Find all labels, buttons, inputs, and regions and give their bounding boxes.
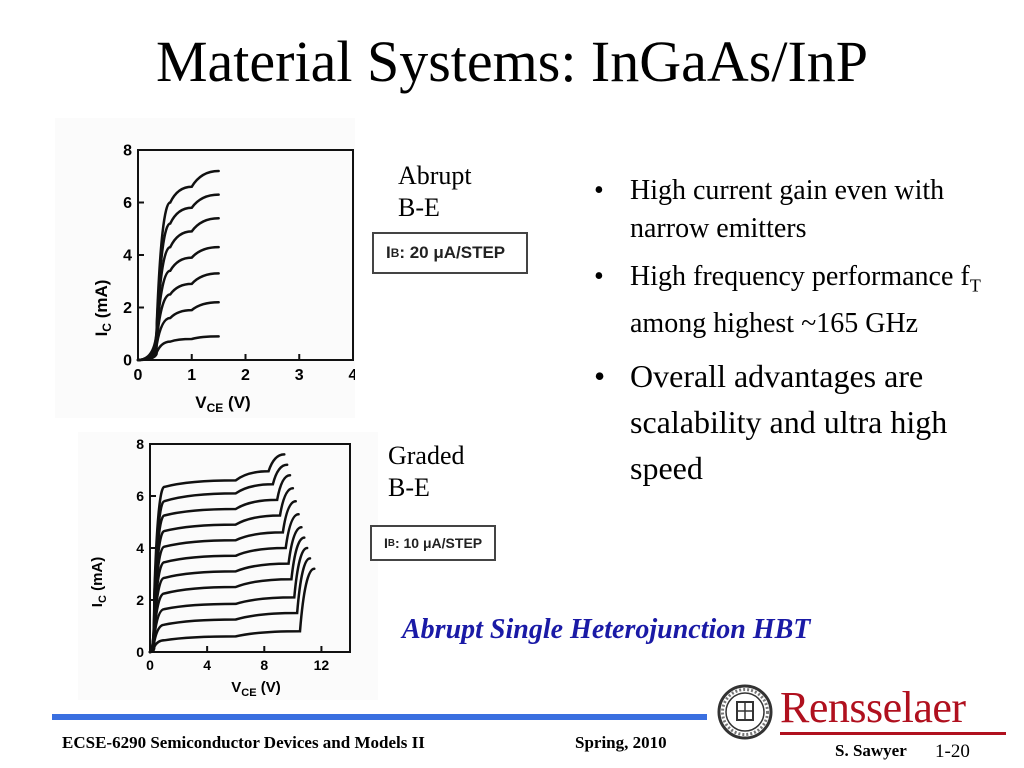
footer-term: Spring, 2010	[575, 733, 667, 752]
bullet-list: • High current gain even with narrow emi…	[590, 172, 990, 501]
abrupt-series-curve-2	[136, 301, 220, 362]
footer-course: ECSE-6290 Semiconductor Devices and Mode…	[62, 733, 425, 752]
bullet-item: • High current gain even with narrow emi…	[590, 172, 990, 248]
bullet-symbol: •	[594, 175, 604, 206]
graded-ib-text: : 10 μA/STEP	[394, 535, 483, 551]
graded-y-axis-label: IC (mA)	[89, 557, 109, 607]
abrupt-plot-area: 0 2 4 6 8 0 1 2 3 4	[123, 143, 357, 384]
graded-plot-area: 0 2 4 6 8 0 4 8 12	[136, 436, 351, 673]
bullet-item: • Overall advantages are scalability and…	[590, 353, 990, 491]
rensselaer-logo: Rensselaer	[716, 683, 1016, 740]
graded-plot-frame	[149, 443, 351, 653]
graded-x-axis-label: VCE (V)	[231, 679, 280, 699]
graded-series-curve-1	[148, 567, 316, 654]
graded-graph-scan: 0 2 4 6 8 0 4 8 12 IC (mA) VCE (V)	[78, 432, 378, 700]
graded-ib-sub: B	[387, 537, 395, 549]
graded-label: Graded B-E	[388, 440, 465, 504]
logo-underline	[780, 732, 1006, 735]
footer-page-number: 1-20	[935, 741, 970, 762]
abrupt-y-tick-label: 8	[123, 143, 132, 160]
abrupt-label: Abrupt B-E	[398, 160, 472, 224]
abrupt-x-tick-label: 3	[295, 367, 304, 384]
abrupt-x-axis-label: VCE (V)	[195, 393, 250, 415]
bullet-text: Overall advantages are scalability and u…	[630, 357, 948, 486]
abrupt-y-axis-label: IC (mA)	[92, 280, 114, 337]
abrupt-label-line1: Abrupt	[398, 161, 472, 190]
slide-title: Material Systems: InGaAs/InP	[155, 29, 869, 94]
abrupt-x-tick-label: 4	[349, 367, 355, 384]
graded-y-tick-label: 0	[136, 644, 144, 660]
graded-y-tick-label: 4	[136, 540, 144, 556]
abrupt-y-tick-label: 4	[123, 248, 132, 265]
bullet-subscript: T	[969, 275, 981, 296]
abrupt-plot-frame	[137, 149, 354, 361]
seal-icon	[717, 684, 773, 740]
bullet-text-after: among highest ~165 GHz	[630, 307, 919, 339]
abrupt-chart: 0 2 4 6 8 0 1 2 3 4 IC (mA) VCE (V)	[92, 143, 358, 415]
graded-x-tick-label: 4	[203, 657, 211, 673]
abrupt-label-line2: B-E	[398, 193, 440, 222]
bullet-symbol: •	[594, 357, 606, 394]
graded-x-tick-label: 12	[314, 657, 330, 673]
graded-ib-prefix: I	[384, 535, 388, 551]
abrupt-y-tick-label: 0	[123, 353, 132, 370]
graded-y-tick-label: 6	[136, 488, 144, 504]
abrupt-series-curve-3	[136, 272, 220, 362]
graded-y-tick-label: 2	[136, 592, 144, 608]
bullet-symbol: •	[594, 261, 604, 292]
footer-author: S. Sawyer	[835, 741, 907, 760]
graded-chart: 0 2 4 6 8 0 4 8 12 IC (mA) VCE (V)	[89, 436, 351, 699]
abrupt-x-tick-label: 2	[241, 367, 250, 384]
bullet-text: High current gain even with narrow emitt…	[630, 175, 945, 244]
abrupt-series-curve-7	[136, 169, 220, 362]
logo-wordmark: Rensselaer	[780, 683, 966, 732]
abrupt-series-curve-1	[136, 335, 220, 362]
abrupt-y-tick-label: 2	[123, 300, 132, 317]
slide-caption: Abrupt Single Heterojunction HBT	[402, 614, 811, 645]
abrupt-y-tick-label: 6	[123, 195, 132, 212]
abrupt-x-tick-label: 1	[187, 367, 196, 384]
abrupt-graph-scan: 0 2 4 6 8 0 1 2 3 4 IC (mA) VCE (V)	[55, 118, 358, 418]
bullet-text-before: High frequency performance f	[630, 261, 970, 292]
graded-series-curve-11	[148, 453, 286, 654]
abrupt-ib-text: : 20 μA/STEP	[399, 243, 506, 262]
graded-label-line1: Graded	[388, 441, 465, 470]
abrupt-ib-prefix: I	[386, 243, 391, 262]
abrupt-x-tick-label: 0	[134, 367, 143, 384]
graded-x-tick-label: 8	[260, 657, 268, 673]
graded-x-tick-label: 0	[146, 657, 154, 673]
abrupt-ib-sub: B	[390, 246, 400, 260]
footer-rule	[52, 714, 707, 720]
bullet-item: • High frequency performance fT among hi…	[590, 258, 990, 343]
graded-y-tick-label: 8	[136, 436, 144, 452]
graded-label-line2: B-E	[388, 473, 430, 502]
